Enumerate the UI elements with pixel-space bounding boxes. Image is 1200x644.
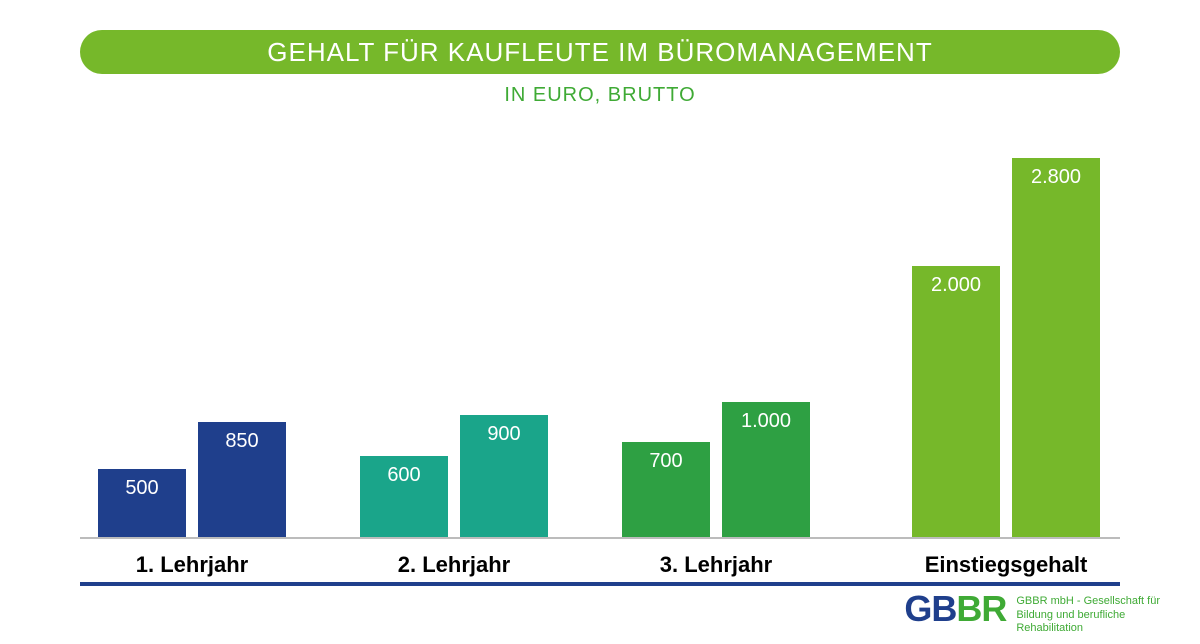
category-label: 1. Lehrjahr — [98, 552, 286, 578]
tagline-line: Rehabilitation — [1016, 622, 1160, 636]
bar: 2.800 — [1012, 158, 1100, 537]
chart-plot-area: 500 850 600 900 700 1.000 2.000 2.800 — [80, 160, 1120, 539]
bar-value-label: 500 — [98, 477, 186, 500]
category-label: Einstiegsgehalt — [912, 552, 1100, 578]
bar-value-label: 900 — [460, 423, 548, 446]
bar: 900 — [460, 415, 548, 537]
bar-value-label: 2.000 — [912, 274, 1000, 297]
bar: 1.000 — [722, 402, 810, 537]
tagline-line: GBBR mbH - Gesellschaft für — [1016, 595, 1160, 609]
footer-divider — [80, 582, 1120, 586]
category-labels-row: 1. Lehrjahr 2. Lehrjahr 3. Lehrjahr Einstie… — [80, 544, 1120, 584]
chart-subtitle: IN EURO, BRUTTO — [0, 84, 1200, 107]
bar: 700 — [622, 442, 710, 537]
bar-value-label: 850 — [198, 430, 286, 453]
logo: GBBR — [904, 591, 1006, 627]
bar-value-label: 1.000 — [722, 410, 810, 433]
bar-value-label: 700 — [622, 450, 710, 473]
bar-group: 2.000 2.800 — [912, 158, 1100, 537]
chart-title-bar: GEHALT FÜR KAUFLEUTE IM BÜROMANAGEMENT — [80, 30, 1120, 74]
bar-value-label: 600 — [360, 464, 448, 487]
category-label: 2. Lehrjahr — [360, 552, 548, 578]
category-label: 3. Lehrjahr — [622, 552, 810, 578]
bar-group: 700 1.000 — [622, 402, 810, 537]
bar: 2.000 — [912, 266, 1000, 537]
tagline-line: Bildung und berufliche — [1016, 609, 1160, 623]
bar: 850 — [198, 422, 286, 537]
chart-title: GEHALT FÜR KAUFLEUTE IM BÜROMANAGEMENT — [267, 37, 932, 68]
bar: 600 — [360, 456, 448, 537]
bar: 500 — [98, 469, 186, 537]
bar-value-label: 2.800 — [1012, 166, 1100, 189]
bar-group: 500 850 — [98, 422, 286, 537]
logo-part-a: GB — [904, 591, 956, 627]
logo-part-b: BR — [956, 591, 1006, 627]
logo-tagline: GBBR mbH - Gesellschaft für Bildung und … — [1016, 591, 1160, 636]
branding: GBBR GBBR mbH - Gesellschaft für Bildung… — [904, 591, 1160, 636]
bar-group: 600 900 — [360, 415, 548, 537]
